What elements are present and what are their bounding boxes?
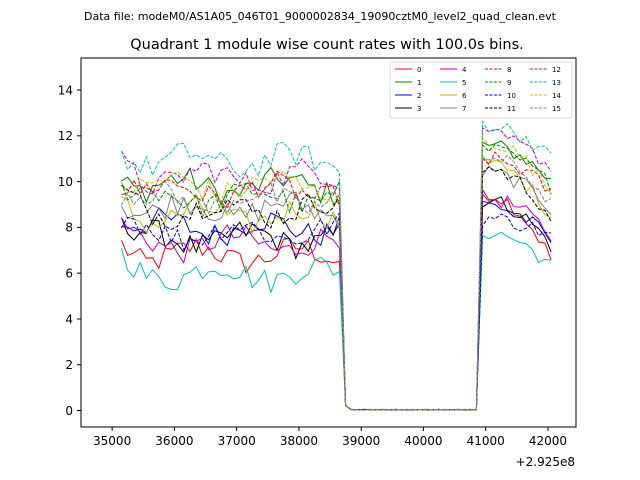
legend-label-7: 7 <box>462 105 466 113</box>
legend-label-2: 2 <box>417 92 421 100</box>
axes-frame <box>80 57 577 428</box>
x-tick-label: 39000 <box>342 434 380 448</box>
x-tick-label: 37000 <box>218 434 256 448</box>
legend-label-3: 3 <box>417 105 421 113</box>
legend-label-11: 11 <box>507 105 516 113</box>
series-line-10 <box>121 211 552 411</box>
legend-label-8: 8 <box>507 66 511 74</box>
legend-label-6: 6 <box>462 92 467 100</box>
series-line-15 <box>121 154 552 411</box>
legend-label-4: 4 <box>462 66 467 74</box>
y-tick-label: 2 <box>65 358 73 372</box>
x-tick-label: 36000 <box>155 434 193 448</box>
data-file-header: Data file: modeM0/AS1A05_046T01_90000028… <box>84 10 557 23</box>
x-offset-label: +2.925e8 <box>516 455 575 469</box>
y-tick-label: 8 <box>65 221 73 235</box>
x-tick-label: 42000 <box>529 434 567 448</box>
legend-label-12: 12 <box>552 66 561 74</box>
chart-title: Quadrant 1 module wise count rates with … <box>130 37 524 53</box>
x-tick-label: 35000 <box>93 434 131 448</box>
y-tick-label: 6 <box>65 266 73 280</box>
legend-label-10: 10 <box>507 92 516 100</box>
legend-box <box>389 61 573 119</box>
x-tick-label: 41000 <box>467 434 505 448</box>
axes-layer: 35000 36000 37000 38000 39000 40000 41000 42000… <box>58 57 577 448</box>
y-tick-label: 10 <box>58 175 73 189</box>
legend-label-13: 13 <box>552 79 561 87</box>
legend-label-1: 1 <box>417 79 421 87</box>
x-tick-label: 40000 <box>404 434 442 448</box>
y-tick-label: 14 <box>58 83 73 97</box>
y-tick-label: 4 <box>65 312 73 326</box>
legend-label-15: 15 <box>552 105 561 113</box>
legend-label-9: 9 <box>507 79 511 87</box>
plot-area <box>121 119 552 411</box>
legend-label-14: 14 <box>552 92 561 100</box>
x-tick-label: 38000 <box>280 434 318 448</box>
series-group <box>121 119 552 411</box>
legend-label-0: 0 <box>417 66 421 74</box>
legend-label-5: 5 <box>462 79 466 87</box>
y-tick-label: 12 <box>58 129 73 143</box>
y-tick-label: 0 <box>65 404 73 418</box>
